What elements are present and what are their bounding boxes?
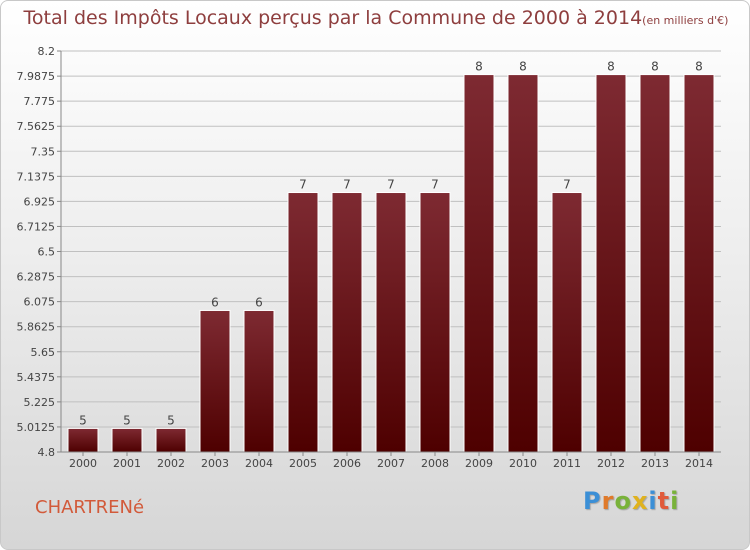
x-tick-label: 2000 bbox=[69, 457, 97, 470]
bar-value-label: 8 bbox=[475, 60, 483, 74]
bar-value-label: 5 bbox=[79, 413, 87, 427]
x-tick-label: 2012 bbox=[597, 457, 625, 470]
x-tick-label: 2008 bbox=[421, 457, 449, 470]
bar-value-label: 8 bbox=[651, 60, 659, 74]
y-tick-label: 5.225 bbox=[24, 396, 56, 409]
proxiti-logo[interactable]: Proxiti bbox=[583, 487, 679, 515]
chart-title: Total des Impôts Locaux perçus par la Co… bbox=[1, 7, 749, 29]
x-tick-label: 2009 bbox=[465, 457, 493, 470]
chart-title-text: Total des Impôts Locaux perçus par la Co… bbox=[23, 7, 643, 29]
bar-value-label: 7 bbox=[299, 178, 307, 192]
y-tick-label: 7.9875 bbox=[17, 70, 56, 83]
y-tick-label: 7.1375 bbox=[17, 170, 56, 183]
bar-value-label: 7 bbox=[431, 178, 439, 192]
x-tick-label: 2007 bbox=[377, 457, 405, 470]
bar-2005[interactable] bbox=[287, 192, 319, 453]
x-tick-label: 2004 bbox=[245, 457, 273, 470]
bar-value-label: 7 bbox=[563, 178, 571, 192]
bar-value-label: 7 bbox=[343, 178, 351, 192]
x-tick-label: 2003 bbox=[201, 457, 229, 470]
y-tick-label: 7.5625 bbox=[17, 120, 56, 133]
bar-2003[interactable] bbox=[199, 309, 231, 453]
x-tick-label: 2005 bbox=[289, 457, 317, 470]
x-tick-label: 2010 bbox=[509, 457, 537, 470]
y-tick-label: 5.0125 bbox=[17, 421, 56, 434]
y-tick-label: 6.7125 bbox=[17, 220, 56, 233]
y-tick-label: 4.8 bbox=[38, 446, 56, 459]
y-tick-label: 6.5 bbox=[38, 246, 56, 259]
bar-2006[interactable] bbox=[331, 192, 363, 453]
bar-2014[interactable] bbox=[683, 74, 715, 453]
bar-2012[interactable] bbox=[595, 74, 627, 453]
bar-2002[interactable] bbox=[155, 427, 187, 453]
logo-letter: i bbox=[648, 487, 658, 515]
logo-letter: o bbox=[614, 487, 632, 515]
logo-letter: P bbox=[583, 487, 602, 515]
bar-2008[interactable] bbox=[419, 192, 451, 453]
bar-value-label: 5 bbox=[167, 413, 175, 427]
bar-value-label: 5 bbox=[123, 413, 131, 427]
logo-letter: t bbox=[657, 487, 671, 515]
y-tick-label: 5.4375 bbox=[17, 371, 56, 384]
bar-value-label: 6 bbox=[211, 295, 219, 309]
commune-name: CHARTRENé bbox=[35, 497, 145, 518]
bar-2010[interactable] bbox=[507, 74, 539, 453]
x-tick-label: 2006 bbox=[333, 457, 361, 470]
bar-value-label: 8 bbox=[519, 60, 527, 74]
y-tick-label: 8.2 bbox=[38, 45, 56, 58]
bar-2011[interactable] bbox=[551, 192, 583, 453]
logo-letter: i bbox=[670, 487, 680, 515]
x-tick-label: 2002 bbox=[157, 457, 185, 470]
bar-2013[interactable] bbox=[639, 74, 671, 453]
y-tick-label: 7.775 bbox=[24, 95, 56, 108]
y-tick-label: 6.925 bbox=[24, 195, 56, 208]
chart-unit: (en milliers d'€) bbox=[642, 14, 729, 27]
x-tick-label: 2014 bbox=[685, 457, 713, 470]
y-tick-label: 5.8625 bbox=[17, 321, 56, 334]
bar-2001[interactable] bbox=[111, 427, 143, 453]
x-tick-label: 2013 bbox=[641, 457, 669, 470]
bar-value-label: 8 bbox=[607, 60, 615, 74]
x-tick-label: 2001 bbox=[113, 457, 141, 470]
logo-letter: r bbox=[601, 487, 615, 515]
bar-2000[interactable] bbox=[67, 427, 99, 453]
y-tick-label: 6.2875 bbox=[17, 271, 56, 284]
y-tick-label: 6.075 bbox=[24, 296, 56, 309]
bar-value-label: 6 bbox=[255, 295, 263, 309]
bar-2007[interactable] bbox=[375, 192, 407, 453]
bar-2004[interactable] bbox=[243, 309, 275, 453]
bar-value-label: 8 bbox=[695, 60, 703, 74]
y-tick-label: 5.65 bbox=[31, 346, 56, 359]
bar-2009[interactable] bbox=[463, 74, 495, 453]
bar-value-label: 7 bbox=[387, 178, 395, 192]
logo-letter: x bbox=[631, 487, 649, 515]
x-tick-label: 2011 bbox=[553, 457, 581, 470]
y-tick-label: 7.35 bbox=[31, 145, 56, 158]
